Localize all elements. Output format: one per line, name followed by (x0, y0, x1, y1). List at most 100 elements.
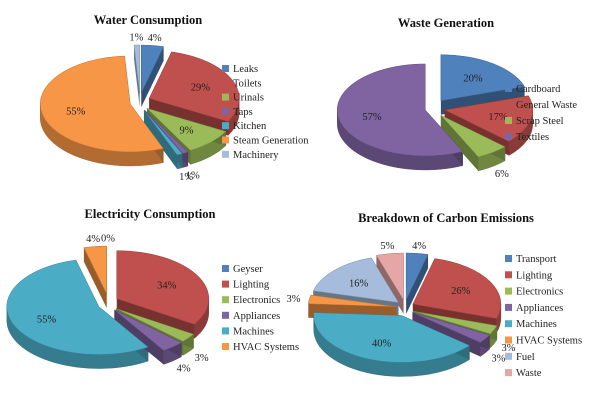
slice-wall-appliances (114, 309, 164, 365)
legend-swatch-transport (505, 255, 512, 262)
slice-taps (144, 109, 189, 154)
legend-label-electronics: Electronics (233, 295, 280, 306)
slice-hvac-systems (83, 245, 107, 295)
legend: Leaks Toilets Urinals Taps Kitchen Steam Gene… (222, 64, 309, 161)
slice-scrap-steel (440, 115, 506, 158)
legend-swatch-machinery (222, 150, 229, 158)
slice-lighting (116, 250, 209, 325)
data-label-machines: 55% (37, 314, 57, 325)
legend-swatch-electronics (505, 287, 512, 295)
chart-title: Water Consumption (94, 13, 203, 27)
pie-tops (40, 44, 240, 156)
legend-label-scrap-steel: Scrap Steel (516, 116, 564, 127)
legend-swatch-machines (505, 320, 512, 328)
legend-label-urinals: Urinals (233, 93, 264, 104)
chart-title: Waste Generation (398, 16, 494, 30)
slice-wall-hvac-systems (83, 247, 107, 309)
data-label-appliances: 4% (177, 364, 191, 375)
legend-swatch-scrap-steel (505, 117, 512, 124)
legend-swatch-leaks (222, 65, 229, 72)
legend-swatch-appliances (222, 311, 229, 319)
data-labels: 4%29%9%1%1%55%1% (66, 32, 210, 183)
chart-title: Breakdown of Carbon Emissions (358, 211, 534, 225)
legend-swatch-cardboard (505, 85, 512, 92)
slice-steam-generation (40, 55, 164, 153)
legend-label-hvac-systems: HVAC Systems (516, 336, 582, 347)
data-label-scrap-steel: 6% (495, 169, 509, 180)
data-label-fuel: 16% (349, 279, 369, 290)
legend-label-lighting: Lighting (516, 270, 553, 281)
data-label-hvac-systems: 3% (287, 294, 301, 305)
legend-label-textiles: Textiles (516, 132, 549, 143)
slice-kitchen (143, 110, 183, 156)
legend-swatch-taps (222, 107, 229, 115)
legend-swatch-general-waste (505, 101, 512, 108)
data-labels: 0% 34% 3% 4% 55% 4% (37, 233, 209, 374)
legend-swatch-kitchen (222, 122, 229, 130)
legend-label-geyser: Geyser (233, 264, 263, 275)
slice-textiles (336, 63, 464, 157)
legend-label-appliances: Appliances (233, 311, 280, 322)
data-label-urinals: 9% (180, 125, 194, 136)
legend-label-machinery: Machinery (233, 150, 279, 161)
legend-swatch-steam-generation (222, 136, 229, 144)
slice-appliances (412, 312, 491, 343)
legend-swatch-electronics (222, 296, 229, 304)
data-label-textiles: 57% (362, 112, 382, 123)
data-label-taps: 1% (186, 170, 200, 181)
legend-swatch-machines (222, 327, 229, 335)
legend-label-waste: Waste (516, 368, 542, 379)
data-labels: 4%26%3%3%40%3%16%5% (287, 241, 516, 365)
pie-chart-waste-generation: Waste Generation 20% 17% 6% 57% Cardboard Gene… (336, 16, 577, 180)
data-label-waste: 5% (380, 241, 394, 252)
legend-swatch-geyser (222, 265, 229, 272)
slice-machines (6, 259, 149, 355)
legend-label-machines: Machines (516, 319, 557, 330)
legend-swatch-appliances (505, 303, 512, 311)
legend-label-transport: Transport (516, 254, 557, 265)
slice-electronics (115, 308, 195, 342)
pie-tops (6, 245, 209, 355)
data-label-lighting: 26% (451, 286, 471, 297)
data-label-machinery: 1% (129, 32, 143, 43)
legend-swatch-fuel (505, 352, 512, 360)
legend-label-hvac-systems: HVAC Systems (233, 342, 299, 353)
legend-label-appliances: Appliances (516, 303, 563, 314)
data-label-toilets: 29% (191, 83, 211, 94)
data-label-lighting: 34% (157, 280, 177, 291)
data-label-kitchen: 1% (179, 172, 193, 183)
legend-swatch-toilets (222, 79, 229, 87)
pie-chart-water-consumption: Water Consumption4%29%9%1%1%55%1%LeaksTo… (40, 13, 309, 183)
data-label-machines: 40% (372, 339, 392, 350)
pie-tops (308, 252, 502, 363)
data-label-cardboard: 20% (463, 74, 483, 85)
data-label-geyser: 0% (101, 233, 115, 244)
legend-swatch-urinals (222, 93, 229, 101)
slice-hvac-systems (308, 294, 397, 307)
legend: Geyser Lighting Electronics Appliances Machi… (222, 264, 299, 353)
slice-leaks (141, 44, 165, 94)
data-label-general-waste: 17% (488, 112, 508, 123)
legend-swatch-hvac-systems (222, 343, 229, 350)
legend-swatch-waste (505, 369, 512, 377)
slice-urinals (146, 108, 227, 151)
slice-cardboard (440, 54, 525, 102)
legend-swatch-lighting (222, 280, 229, 288)
slice-waste (375, 252, 404, 301)
slice-wall-leaks (141, 46, 164, 108)
data-label-steam-generation: 55% (66, 106, 86, 117)
legend-label-machines: Machines (233, 326, 274, 337)
legend-label-steam-generation: Steam Generation (233, 136, 309, 147)
slice-wall-transport (406, 254, 429, 314)
slice-wall-machinery (134, 45, 140, 108)
data-label-appliances: 3% (491, 354, 505, 365)
legend-swatch-textiles (505, 133, 512, 140)
legend: Transport Lighting Electronics Appliances Ma… (505, 254, 582, 379)
legend-label-taps: Taps (233, 107, 253, 118)
data-label-transport: 4% (412, 241, 426, 252)
slice-wall-kitchen (143, 110, 178, 169)
slice-lighting (412, 258, 502, 319)
pie-chart-breakdown-of-carbon-emissions: Breakdown of Carbon Emissions 4% 26% 3% 3% 40… (287, 211, 582, 379)
legend-swatch-lighting (505, 271, 512, 279)
